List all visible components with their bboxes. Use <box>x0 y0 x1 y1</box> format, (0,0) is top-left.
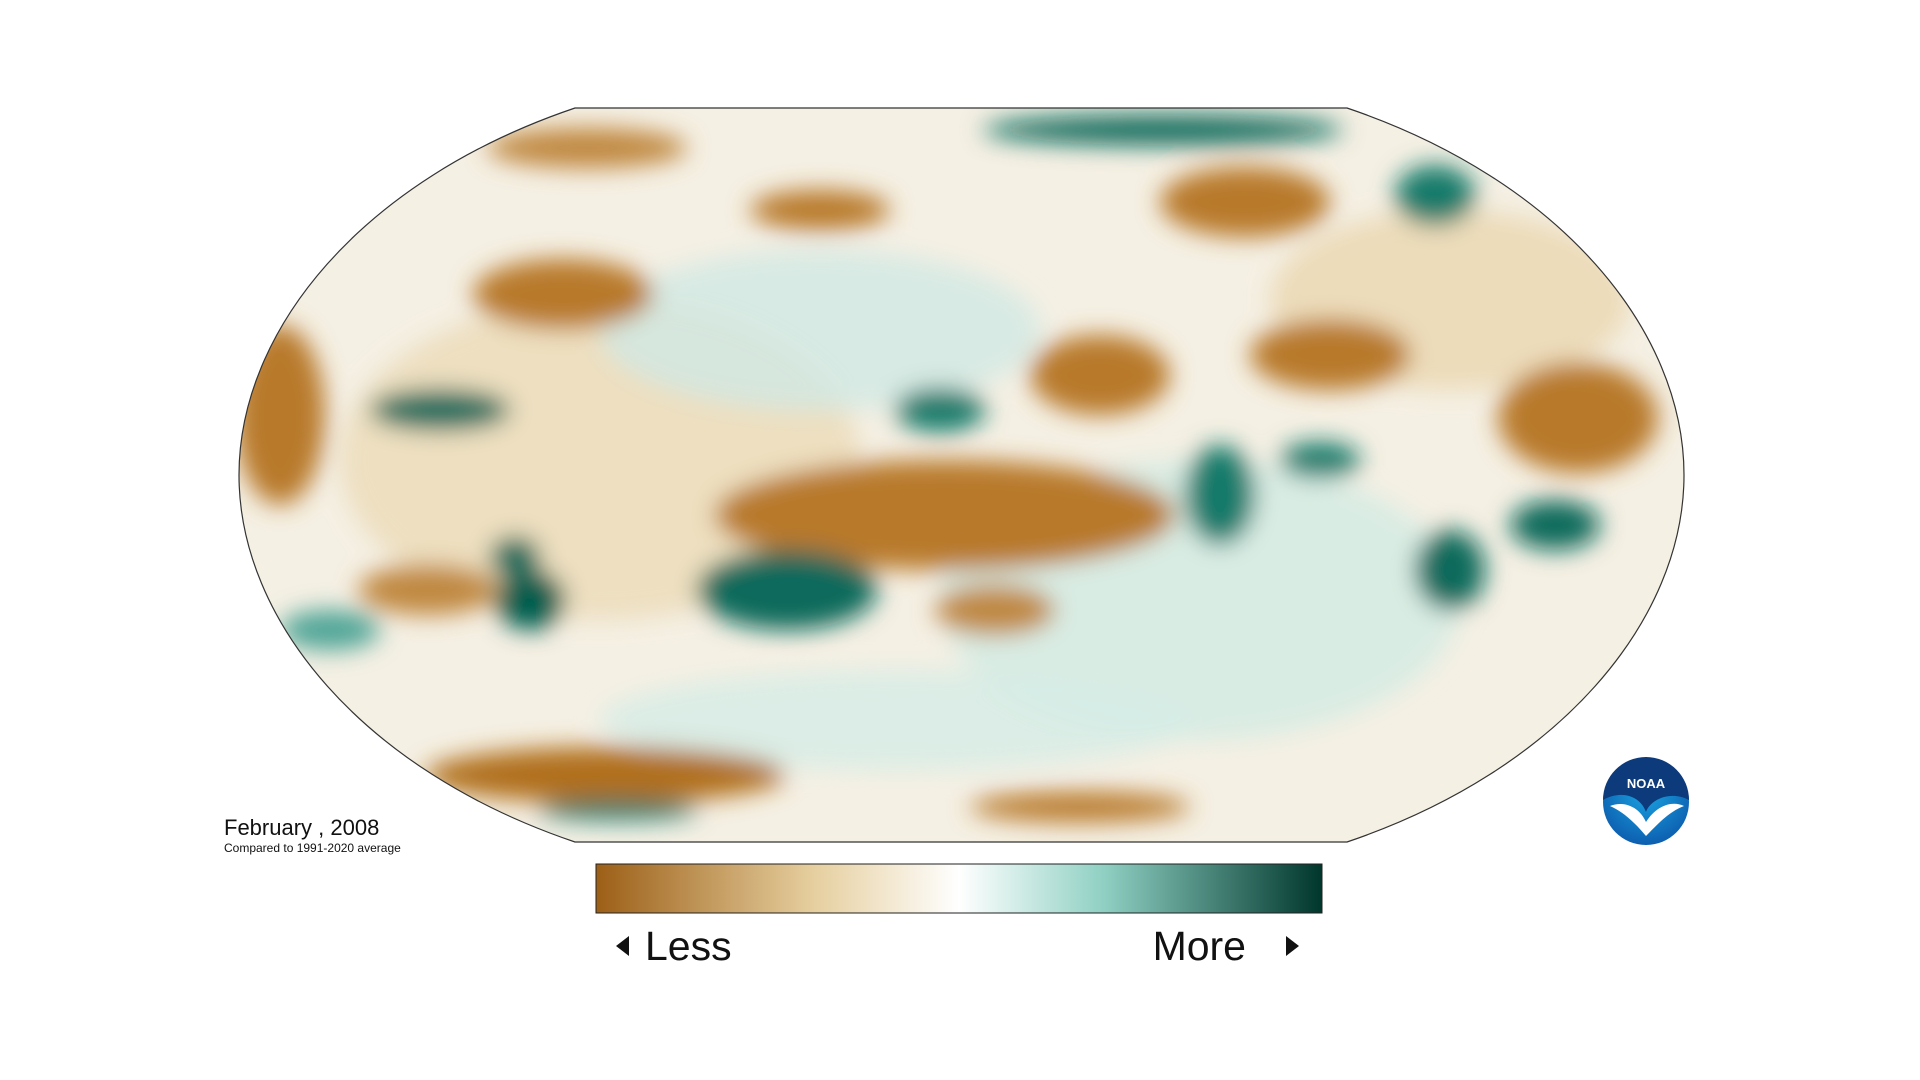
map-outline <box>238 107 1685 843</box>
logo-text: NOAA <box>1627 776 1666 791</box>
legend-high: More <box>1153 923 1246 969</box>
arrow-left <box>616 936 629 956</box>
noaa-logo: NOAA <box>1603 757 1689 845</box>
legend: Less More <box>595 863 1323 969</box>
map-subtitle: Compared to 1991-2020 average <box>224 841 401 855</box>
map-title: February , 2008 <box>224 815 379 840</box>
color-scale <box>595 863 1323 914</box>
precipitation-field <box>239 108 1684 842</box>
arrow-right <box>1286 936 1299 956</box>
legend-low: Less <box>645 923 732 969</box>
map <box>238 107 1685 843</box>
